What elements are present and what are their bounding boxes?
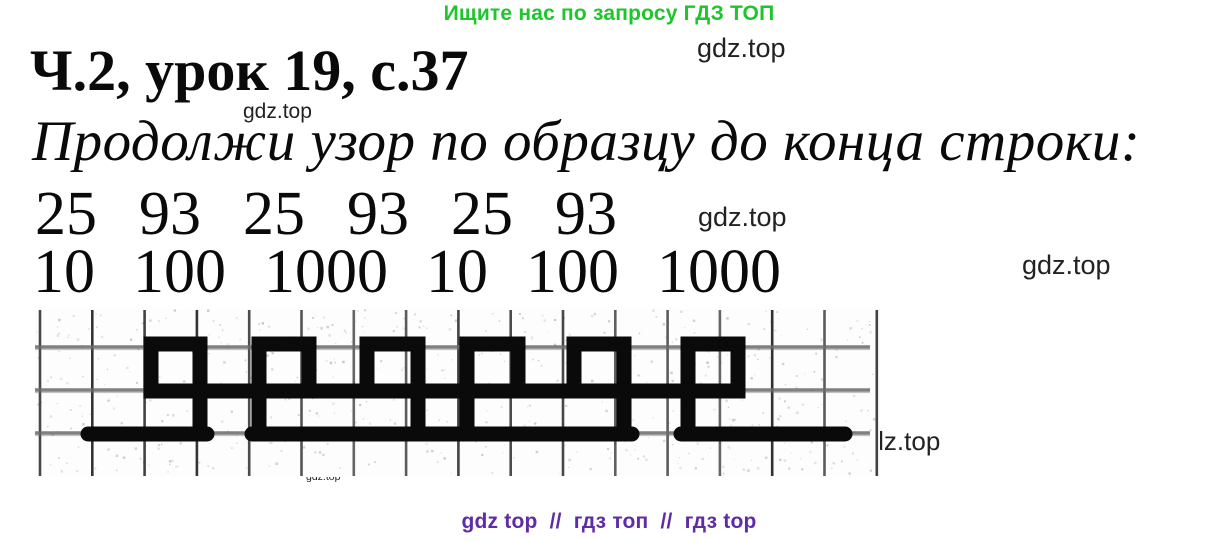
- number-row-2: 10 100 1000 10 100 1000: [33, 241, 781, 303]
- number: 93: [347, 180, 409, 248]
- watermark-row1: gdz.top: [698, 202, 787, 232]
- number: 25: [451, 180, 513, 248]
- number: 100: [526, 238, 619, 306]
- number-row-1: 25 93 25 93 25 93: [35, 183, 617, 245]
- exercise-instruction: Продолжи узор по образцу до конца строки…: [32, 110, 1141, 173]
- number: 25: [35, 180, 97, 248]
- number: 1000: [657, 238, 781, 306]
- number: 93: [139, 180, 201, 248]
- watermark-row2: gdz.top: [1022, 250, 1111, 280]
- watermark-top: gdz.top: [697, 33, 786, 63]
- pattern-svg: [35, 309, 880, 477]
- page-title: Ч.2, урок 19, с.37: [30, 38, 469, 103]
- promo-banner-text: Ищите нас по запросу ГДЗ ТОП: [443, 2, 775, 25]
- number: 25: [243, 180, 305, 248]
- number: 1000: [264, 238, 388, 306]
- footer-links: gdz top // гдз топ // гдз top: [461, 510, 757, 533]
- watermark-under-title: gdz.top: [243, 100, 312, 123]
- number: 10: [33, 238, 95, 306]
- number: 10: [426, 238, 488, 306]
- pattern-image: [35, 309, 880, 477]
- number: 93: [555, 180, 617, 248]
- number: 100: [133, 238, 226, 306]
